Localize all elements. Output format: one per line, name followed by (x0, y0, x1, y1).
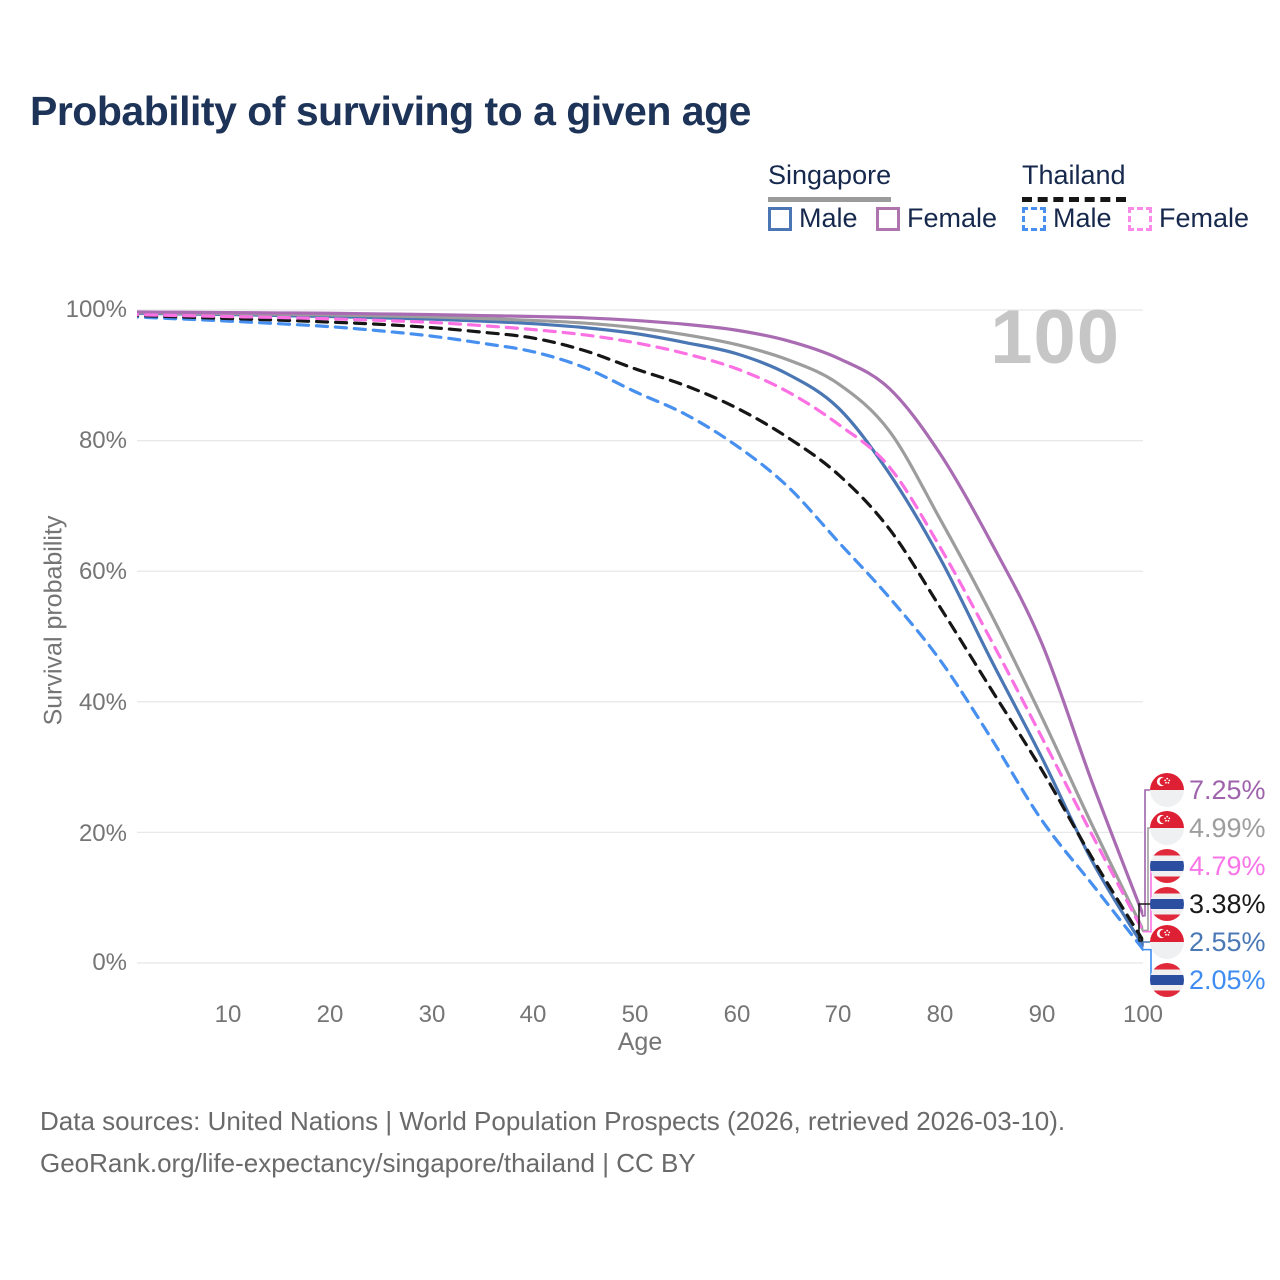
series-line-singapore-female[interactable] (127, 310, 1144, 918)
leader-line-thailand-both-sexes (1138, 903, 1152, 942)
end-label-thailand-female: 4.79% (1150, 849, 1266, 883)
singapore-flag-icon (1150, 773, 1184, 807)
thailand-flag-icon (1150, 849, 1184, 883)
x-tick-70: 70 (824, 1001, 852, 1028)
thailand-flag-icon (1150, 887, 1184, 921)
thailand-female-swatch-icon (1128, 206, 1152, 231)
legend-label: Male (799, 203, 858, 233)
y-tick-20: 20% (78, 820, 127, 847)
end-label-singapore-female: 7.25% (1150, 773, 1266, 807)
series-line-thailand-both-sexes[interactable] (127, 313, 1144, 943)
attribution-line: GeoRank.org/life-expectancy/singapore/th… (40, 1148, 696, 1178)
thailand-male-swatch-icon (1022, 206, 1046, 231)
end-value: 3.38% (1189, 888, 1266, 919)
end-label-singapore-both: 4.99% (1150, 811, 1266, 845)
end-label-thailand-male: 2.05% (1150, 963, 1266, 997)
y-tick-40: 40% (78, 689, 127, 716)
legend-label: Male (1053, 203, 1112, 233)
legend-label: Female (907, 203, 998, 233)
end-value: 4.79% (1189, 850, 1266, 881)
legend-label: Female (1159, 203, 1250, 233)
x-axis-title: Age (617, 1028, 663, 1056)
x-tick-10: 10 (214, 1001, 242, 1028)
y-tick-0: 0% (92, 949, 127, 976)
series-line-singapore-male[interactable] (127, 311, 1144, 948)
singapore-male-swatch-icon (768, 206, 792, 231)
y-tick-60: 60% (78, 558, 127, 585)
legend-item-thailand-male[interactable]: Male (1022, 203, 1112, 234)
leader-line-singapore-male (1142, 941, 1152, 947)
end-value: 7.25% (1189, 774, 1266, 805)
thailand-flag-icon (1150, 963, 1184, 997)
legend-group-singapore: Singapore (768, 160, 892, 202)
legend-group-thailand: Thailand (1022, 160, 1126, 202)
y-tick-80: 80% (78, 427, 127, 454)
end-label-singapore-male: 2.55% (1150, 925, 1266, 959)
series-line-thailand-female[interactable] (127, 313, 1144, 934)
x-tick-60: 60 (723, 1001, 751, 1028)
singapore-flag-icon (1150, 811, 1184, 845)
legend-item-singapore-female[interactable]: Female (876, 203, 997, 234)
end-value: 2.05% (1189, 964, 1266, 995)
series-line-thailand-male[interactable] (127, 315, 1144, 952)
x-tick-80: 80 (926, 1001, 954, 1028)
y-tick-100: 100% (65, 296, 127, 323)
end-label-thailand-both: 3.38% (1150, 887, 1266, 921)
age-counter-watermark: 100 (990, 295, 1120, 380)
series-line-singapore-both-sexes[interactable] (127, 311, 1144, 933)
x-tick-40: 40 (519, 1001, 547, 1028)
end-value: 2.55% (1189, 926, 1266, 957)
x-tick-20: 20 (316, 1001, 344, 1028)
singapore-flag-icon (1150, 925, 1184, 959)
leader-line-singapore-female (1143, 789, 1152, 917)
x-tick-90: 90 (1028, 1001, 1056, 1028)
page-title: Probability of surviving to a given age (30, 88, 751, 134)
legend-item-thailand-female[interactable]: Female (1128, 203, 1249, 234)
y-axis-title: Survival probability (39, 515, 68, 726)
data-sources-line: Data sources: United Nations | World Pop… (40, 1106, 1066, 1136)
end-value: 4.99% (1189, 812, 1266, 843)
x-tick-100: 100 (1122, 1001, 1164, 1028)
legend-item-singapore-male[interactable]: Male (768, 203, 858, 234)
singapore-female-swatch-icon (876, 206, 900, 231)
x-tick-50: 50 (621, 1001, 649, 1028)
x-tick-30: 30 (418, 1001, 446, 1028)
